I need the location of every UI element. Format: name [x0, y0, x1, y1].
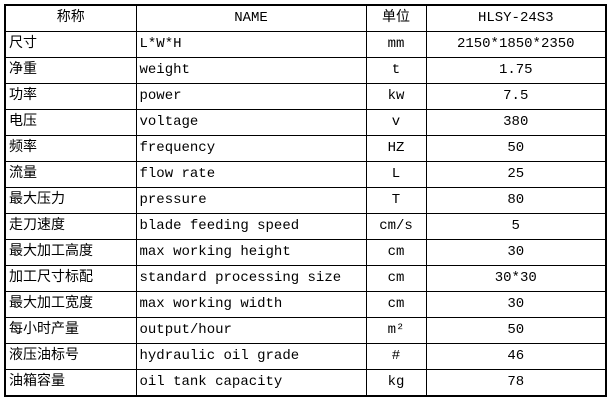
spec-unit-cell: HZ [365, 135, 427, 162]
table-row: 净重 weight t 1.75 [4, 57, 607, 84]
spec-label-cell: 走刀速度 [4, 213, 137, 240]
spec-name-cell: oil tank capacity [135, 369, 367, 397]
spec-unit-cell: cm [365, 265, 427, 292]
spec-unit-cell: v [365, 109, 427, 136]
spec-name-cell: frequency [135, 135, 367, 162]
spec-value-cell: 30 [425, 239, 607, 266]
spec-value-cell: 380 [425, 109, 607, 136]
table-row: 最大加工高度 max working height cm 30 [4, 239, 607, 266]
spec-name-cell: blade feeding speed [135, 213, 367, 240]
spec-unit-cell: cm [365, 291, 427, 318]
table-row: 功率 power kw 7.5 [4, 83, 607, 110]
spec-table: 称称 NAME 单位 HLSY-24S3 尺寸 L*W*H mm 2150*1850*… [4, 4, 607, 397]
table-row: 加工尺寸标配 standard processing size cm 30*30 [4, 265, 607, 292]
table-row: 频率 frequency HZ 50 [4, 135, 607, 162]
spec-label-cell: 流量 [4, 161, 137, 188]
table-row: 流量 flow rate L 25 [4, 161, 607, 188]
spec-value-cell: 1.75 [425, 57, 607, 84]
table-row: 电压 voltage v 380 [4, 109, 607, 136]
spec-label-cell: 尺寸 [4, 31, 137, 58]
spec-table-body: 尺寸 L*W*H mm 2150*1850*2350 净重 weight t 1.75 功率 po… [4, 31, 607, 397]
spec-unit-cell: t [365, 57, 427, 84]
spec-label-cell: 功率 [4, 83, 137, 110]
table-row: 油箱容量 oil tank capacity kg 78 [4, 369, 607, 397]
header-unit: 单位 [365, 4, 427, 32]
spec-unit-cell: L [365, 161, 427, 188]
spec-value-cell: 2150*1850*2350 [425, 31, 607, 58]
spec-unit-cell: kw [365, 83, 427, 110]
header-name-en: NAME [135, 4, 367, 32]
spec-unit-cell: cm/s [365, 213, 427, 240]
spec-name-cell: standard processing size [135, 265, 367, 292]
spec-value-cell: 25 [425, 161, 607, 188]
spec-value-cell: 46 [425, 343, 607, 370]
table-row: 每小时产量 output/hour m² 50 [4, 317, 607, 344]
spec-unit-cell: cm [365, 239, 427, 266]
spec-label-cell: 频率 [4, 135, 137, 162]
table-row: 最大压力 pressure T 80 [4, 187, 607, 214]
table-row: 液压油标号 hydraulic oil grade #46 [4, 343, 607, 370]
spec-name-cell: weight [135, 57, 367, 84]
spec-label-cell: 最大加工宽度 [4, 291, 137, 318]
spec-unit-cell: # [365, 343, 427, 370]
spec-label-cell: 每小时产量 [4, 317, 137, 344]
spec-label-cell: 最大压力 [4, 187, 137, 214]
spec-name-cell: L*W*H [135, 31, 367, 58]
spec-unit-cell: mm [365, 31, 427, 58]
spec-unit-cell: T [365, 187, 427, 214]
spec-label-cell: 电压 [4, 109, 137, 136]
spec-name-cell: hydraulic oil grade [135, 343, 367, 370]
spec-label-cell: 加工尺寸标配 [4, 265, 137, 292]
header-model: HLSY-24S3 [425, 4, 607, 32]
table-row: 最大加工宽度 max working width cm 30 [4, 291, 607, 318]
spec-value-cell: 30 [425, 291, 607, 318]
spec-label-cell: 净重 [4, 57, 137, 84]
spec-value-cell: 78 [425, 369, 607, 397]
spec-unit-cell: m² [365, 317, 427, 344]
spec-name-cell: output/hour [135, 317, 367, 344]
spec-name-cell: power [135, 83, 367, 110]
spec-value-cell: 50 [425, 317, 607, 344]
spec-label-cell: 最大加工高度 [4, 239, 137, 266]
spec-unit-cell: kg [365, 369, 427, 397]
spec-name-cell: max working width [135, 291, 367, 318]
spec-value-cell: 5 [425, 213, 607, 240]
spec-label-cell: 液压油标号 [4, 343, 137, 370]
spec-label-cell: 油箱容量 [4, 369, 137, 397]
spec-name-cell: max working height [135, 239, 367, 266]
table-row: 走刀速度 blade feeding speed cm/s 5 [4, 213, 607, 240]
header-label-cn: 称称 [4, 4, 137, 32]
header-row: 称称 NAME 单位 HLSY-24S3 [4, 4, 607, 32]
spec-name-cell: flow rate [135, 161, 367, 188]
spec-name-cell: voltage [135, 109, 367, 136]
spec-value-cell: 80 [425, 187, 607, 214]
spec-name-cell: pressure [135, 187, 367, 214]
spec-value-cell: 30*30 [425, 265, 607, 292]
spec-value-cell: 7.5 [425, 83, 607, 110]
spec-value-cell: 50 [425, 135, 607, 162]
table-row: 尺寸 L*W*H mm 2150*1850*2350 [4, 31, 607, 58]
